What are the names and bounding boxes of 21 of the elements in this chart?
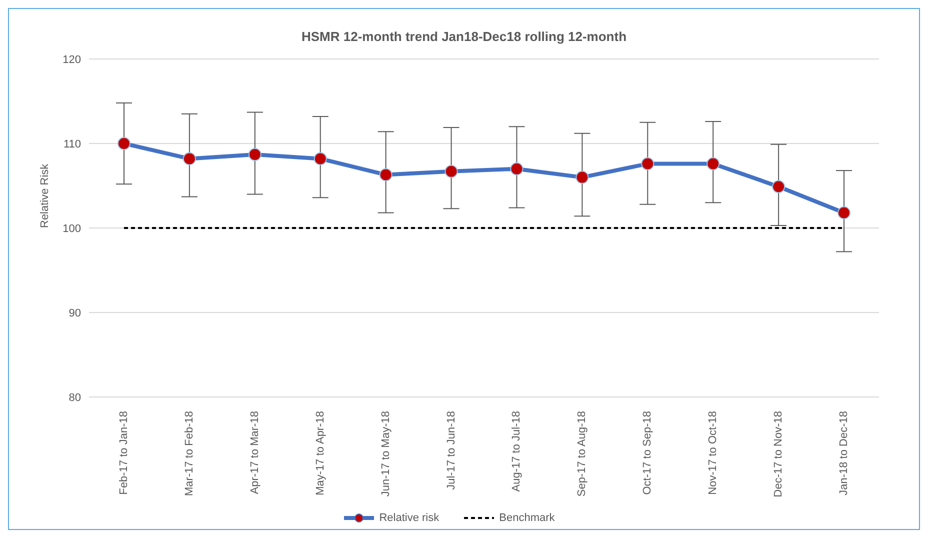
x-tick-label: Dec-17 to Nov-18 bbox=[772, 411, 785, 498]
x-tick-label: Feb-17 to Jan-18 bbox=[118, 411, 130, 495]
y-tick-label: 90 bbox=[68, 307, 81, 320]
x-tick-label: Oct-17 to Sep-18 bbox=[642, 411, 654, 495]
x-tick-label: Nov-17 to Oct-18 bbox=[707, 411, 720, 495]
x-tick-label: Jan-18 to Dec-18 bbox=[838, 411, 850, 496]
legend-label: Benchmark bbox=[499, 512, 555, 524]
y-tick-label: 80 bbox=[68, 392, 81, 404]
y-tick-label: 100 bbox=[62, 222, 81, 235]
y-axis-title: Relative Risk bbox=[38, 163, 51, 228]
x-tick-label: Jul-17 to Jun-18 bbox=[445, 411, 458, 490]
y-tick-label: 110 bbox=[63, 138, 81, 150]
x-tick-label: Aug-17 to Jul-18 bbox=[510, 411, 523, 492]
x-tick-label: May-17 to Apr-18 bbox=[314, 411, 326, 496]
y-tick-label: 120 bbox=[62, 54, 81, 66]
x-tick-label: Mar-17 to Feb-18 bbox=[183, 411, 196, 496]
legend-label: Relative risk bbox=[379, 512, 440, 524]
chart-title: HSMR 12-month trend Jan18-Dec18 rolling 12-month bbox=[300, 29, 628, 44]
x-tick-label: Apr-17 to Mar-18 bbox=[248, 411, 261, 494]
x-tick-label: Jun-17 to May-18 bbox=[380, 411, 392, 497]
x-tick-label: Sep-17 to Aug-18 bbox=[576, 411, 588, 497]
